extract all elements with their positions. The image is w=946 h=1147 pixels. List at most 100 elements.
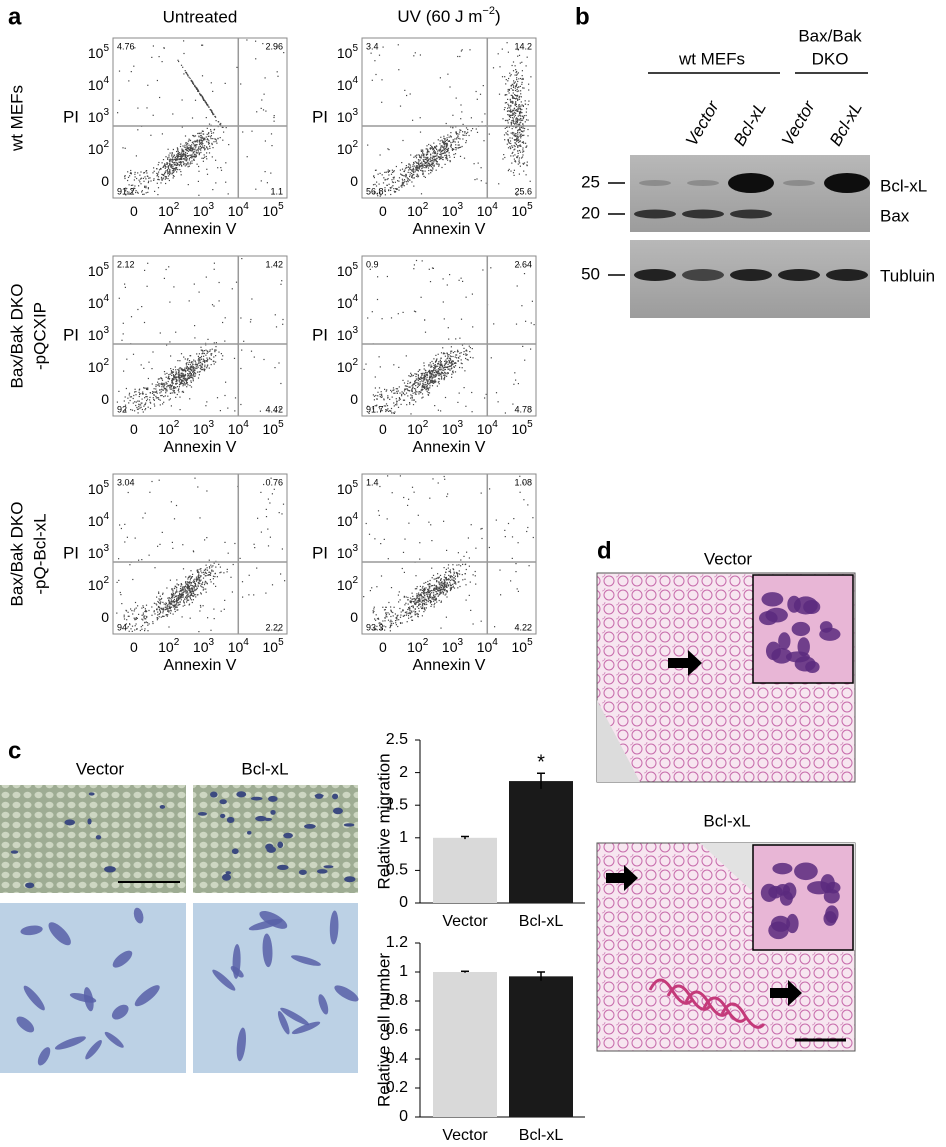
panel-label: b xyxy=(575,3,590,30)
dot xyxy=(422,385,424,387)
dot xyxy=(525,111,527,113)
dot xyxy=(523,130,525,132)
dot xyxy=(174,366,176,368)
dot xyxy=(378,356,380,358)
dot xyxy=(137,308,139,311)
dot xyxy=(503,134,506,136)
dot xyxy=(186,599,188,602)
dot xyxy=(506,126,508,128)
dot xyxy=(520,135,522,137)
dot xyxy=(418,154,420,156)
dot xyxy=(422,585,424,588)
dot xyxy=(515,133,517,135)
dot xyxy=(146,172,148,174)
dot xyxy=(450,368,452,370)
dot xyxy=(392,412,394,414)
dot xyxy=(446,578,448,580)
dot xyxy=(403,179,406,181)
dot xyxy=(165,376,167,378)
dot xyxy=(203,588,205,590)
dot xyxy=(162,615,164,617)
dot xyxy=(516,137,518,139)
dot xyxy=(381,101,383,103)
dot xyxy=(403,182,405,184)
dot xyxy=(172,177,174,179)
tick-exponent: 5 xyxy=(103,43,109,54)
tick-base: 10 xyxy=(228,421,244,437)
dot xyxy=(519,107,522,109)
dot xyxy=(467,131,469,133)
tick-exponent: 2 xyxy=(423,201,429,212)
dot xyxy=(512,403,514,405)
dot xyxy=(195,362,197,364)
dot xyxy=(188,165,190,167)
dot xyxy=(147,387,149,389)
dot xyxy=(186,383,188,385)
dot xyxy=(149,399,151,401)
dot xyxy=(422,170,424,172)
dot xyxy=(419,381,421,383)
dot xyxy=(410,616,412,618)
dot xyxy=(442,347,444,349)
band xyxy=(778,269,820,281)
dot xyxy=(508,110,510,112)
dot xyxy=(199,357,201,359)
dot xyxy=(193,155,195,157)
dot xyxy=(461,145,463,148)
dot xyxy=(515,379,517,381)
dot xyxy=(197,578,199,581)
dot xyxy=(158,56,160,58)
dot xyxy=(436,587,438,589)
tick-base: 10 xyxy=(88,141,104,157)
dot xyxy=(175,167,177,169)
quadrant-value: 94 xyxy=(117,622,127,632)
dot xyxy=(390,187,392,189)
dot xyxy=(175,591,177,593)
dot xyxy=(197,90,199,92)
dot xyxy=(456,357,458,359)
dot xyxy=(416,169,418,171)
dot xyxy=(502,158,504,160)
dot xyxy=(220,610,222,612)
dot xyxy=(512,61,515,63)
dot xyxy=(427,151,429,153)
dot xyxy=(148,623,150,625)
dot xyxy=(438,583,440,585)
dot xyxy=(439,593,441,595)
dot xyxy=(373,610,375,613)
dot xyxy=(414,391,416,394)
dot xyxy=(398,397,400,399)
dot xyxy=(511,100,513,102)
dot xyxy=(455,131,457,133)
dot xyxy=(134,173,136,175)
dot xyxy=(453,587,456,589)
dot xyxy=(214,351,216,353)
dot xyxy=(517,590,519,592)
dot xyxy=(432,596,434,598)
dot xyxy=(422,173,424,175)
dot xyxy=(142,605,144,607)
dot xyxy=(433,589,435,591)
dot xyxy=(420,596,422,598)
dot xyxy=(179,587,182,590)
quadrant-value: 2.96 xyxy=(265,41,283,51)
dot xyxy=(171,392,173,394)
dot xyxy=(518,106,520,108)
dot xyxy=(185,142,187,144)
dot xyxy=(417,370,419,373)
dot xyxy=(158,383,160,385)
dot xyxy=(168,376,170,378)
dot xyxy=(415,175,418,177)
dot xyxy=(429,599,431,602)
dot xyxy=(185,163,187,165)
dot xyxy=(442,587,444,589)
dot xyxy=(212,360,214,362)
dot xyxy=(225,181,227,183)
dot xyxy=(452,583,454,585)
dot xyxy=(387,395,389,397)
dot xyxy=(197,359,199,361)
dot xyxy=(504,107,506,109)
dot xyxy=(458,570,460,572)
dot xyxy=(446,582,448,585)
dot xyxy=(185,377,187,379)
